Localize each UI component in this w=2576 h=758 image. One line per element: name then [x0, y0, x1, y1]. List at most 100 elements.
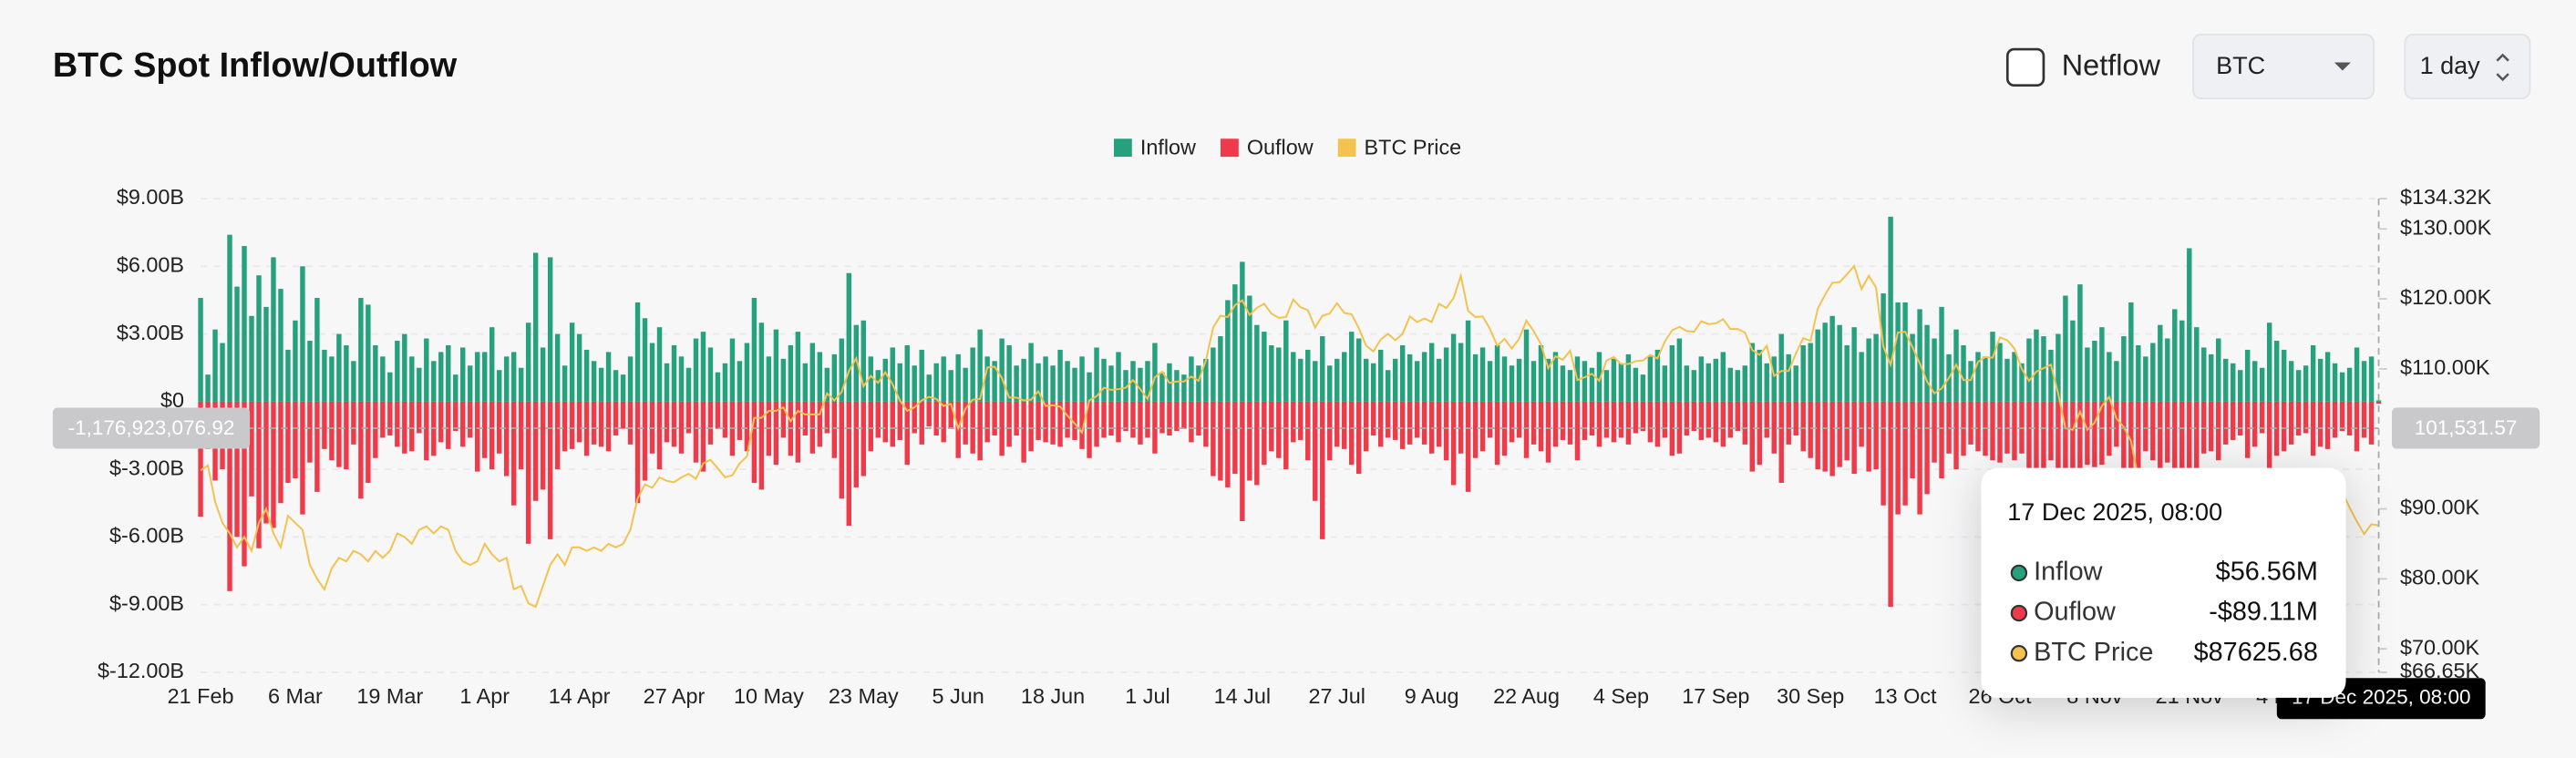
bar	[1538, 344, 1544, 402]
bar	[1647, 356, 1654, 402]
bar	[1320, 336, 1325, 402]
bar	[2026, 338, 2032, 402]
bar	[1079, 401, 1085, 449]
bar	[300, 266, 305, 402]
bar	[300, 401, 305, 515]
bar	[417, 367, 422, 402]
bar	[205, 374, 211, 402]
bar	[984, 401, 990, 443]
bar	[1997, 401, 2003, 463]
bar	[2251, 361, 2258, 402]
bar	[1138, 367, 1143, 402]
bar	[227, 401, 232, 591]
bar	[1990, 401, 1995, 461]
bar	[1727, 367, 1734, 402]
bar	[2143, 356, 2148, 402]
bar	[2179, 401, 2185, 483]
netflow-label[interactable]: Netflow	[2062, 48, 2161, 81]
bar	[1072, 401, 1077, 440]
bar	[1334, 358, 1340, 402]
bar	[2063, 401, 2068, 487]
bar	[788, 344, 794, 402]
bar	[1014, 365, 1019, 402]
bar	[1676, 401, 1683, 454]
bar	[1269, 401, 1274, 452]
bar	[503, 401, 510, 476]
bar	[234, 401, 240, 538]
bar	[1764, 401, 1769, 438]
bar	[802, 363, 809, 402]
bar	[1196, 365, 1201, 402]
bar	[664, 363, 670, 402]
bar	[1742, 365, 1747, 402]
bar	[576, 333, 582, 402]
bar	[2281, 349, 2287, 402]
bar	[1377, 401, 1384, 447]
bar	[2368, 356, 2375, 402]
bar	[1625, 401, 1632, 445]
bar	[656, 401, 663, 470]
bar	[1633, 401, 1639, 434]
x-tick-label: 9 Aug	[1405, 684, 1459, 708]
x-tick-label: 13 Oct	[1874, 684, 1937, 708]
bar	[1006, 401, 1012, 447]
bar	[605, 352, 612, 402]
bar	[846, 401, 852, 527]
bar	[307, 341, 313, 402]
bar	[554, 333, 561, 402]
bar	[1917, 401, 1922, 515]
bar	[1851, 327, 1857, 402]
bar	[1370, 363, 1376, 402]
bar	[875, 401, 881, 438]
bar	[1888, 401, 1893, 608]
bar	[1203, 358, 1209, 402]
bar	[2063, 295, 2068, 402]
bar	[409, 401, 415, 452]
bar	[992, 361, 997, 402]
bar	[489, 401, 495, 470]
bar	[2092, 401, 2097, 467]
bar	[591, 361, 597, 402]
x-tick-label: 10 May	[734, 684, 804, 708]
bar	[532, 401, 539, 501]
bar	[525, 323, 531, 402]
asset-select[interactable]	[2192, 33, 2375, 100]
bar	[1654, 349, 1661, 402]
interval-select[interactable]	[2404, 33, 2531, 100]
bar	[2048, 401, 2054, 461]
bar	[1057, 401, 1063, 447]
bar	[2244, 349, 2251, 402]
bar	[904, 344, 910, 402]
bar	[569, 401, 575, 449]
y2-tick-label: $130.00K	[2400, 215, 2492, 239]
bar	[1291, 352, 1296, 402]
bar	[2150, 343, 2156, 402]
bar	[1116, 401, 1121, 443]
bar	[336, 401, 342, 467]
bar	[1021, 358, 1026, 402]
bar	[2034, 401, 2039, 475]
bar	[489, 327, 495, 402]
bar	[1428, 343, 1435, 402]
bar	[2375, 401, 2382, 405]
bar	[1406, 401, 1413, 445]
bar	[1516, 358, 1522, 402]
netflow-checkbox[interactable]	[2005, 47, 2045, 87]
bar	[824, 367, 830, 402]
bar	[1320, 401, 1325, 539]
bar	[1589, 401, 1595, 435]
bar	[2317, 401, 2324, 447]
bar	[2114, 361, 2119, 402]
bar	[817, 401, 823, 447]
bar	[496, 401, 502, 454]
bar	[351, 401, 356, 445]
bar	[1313, 361, 1318, 402]
bar	[2201, 347, 2207, 402]
bar	[685, 401, 692, 434]
bar	[642, 318, 648, 402]
bar	[1997, 343, 2003, 402]
bar	[373, 401, 378, 458]
bar	[1458, 343, 1464, 402]
bar	[510, 352, 517, 402]
bar	[1618, 401, 1624, 438]
